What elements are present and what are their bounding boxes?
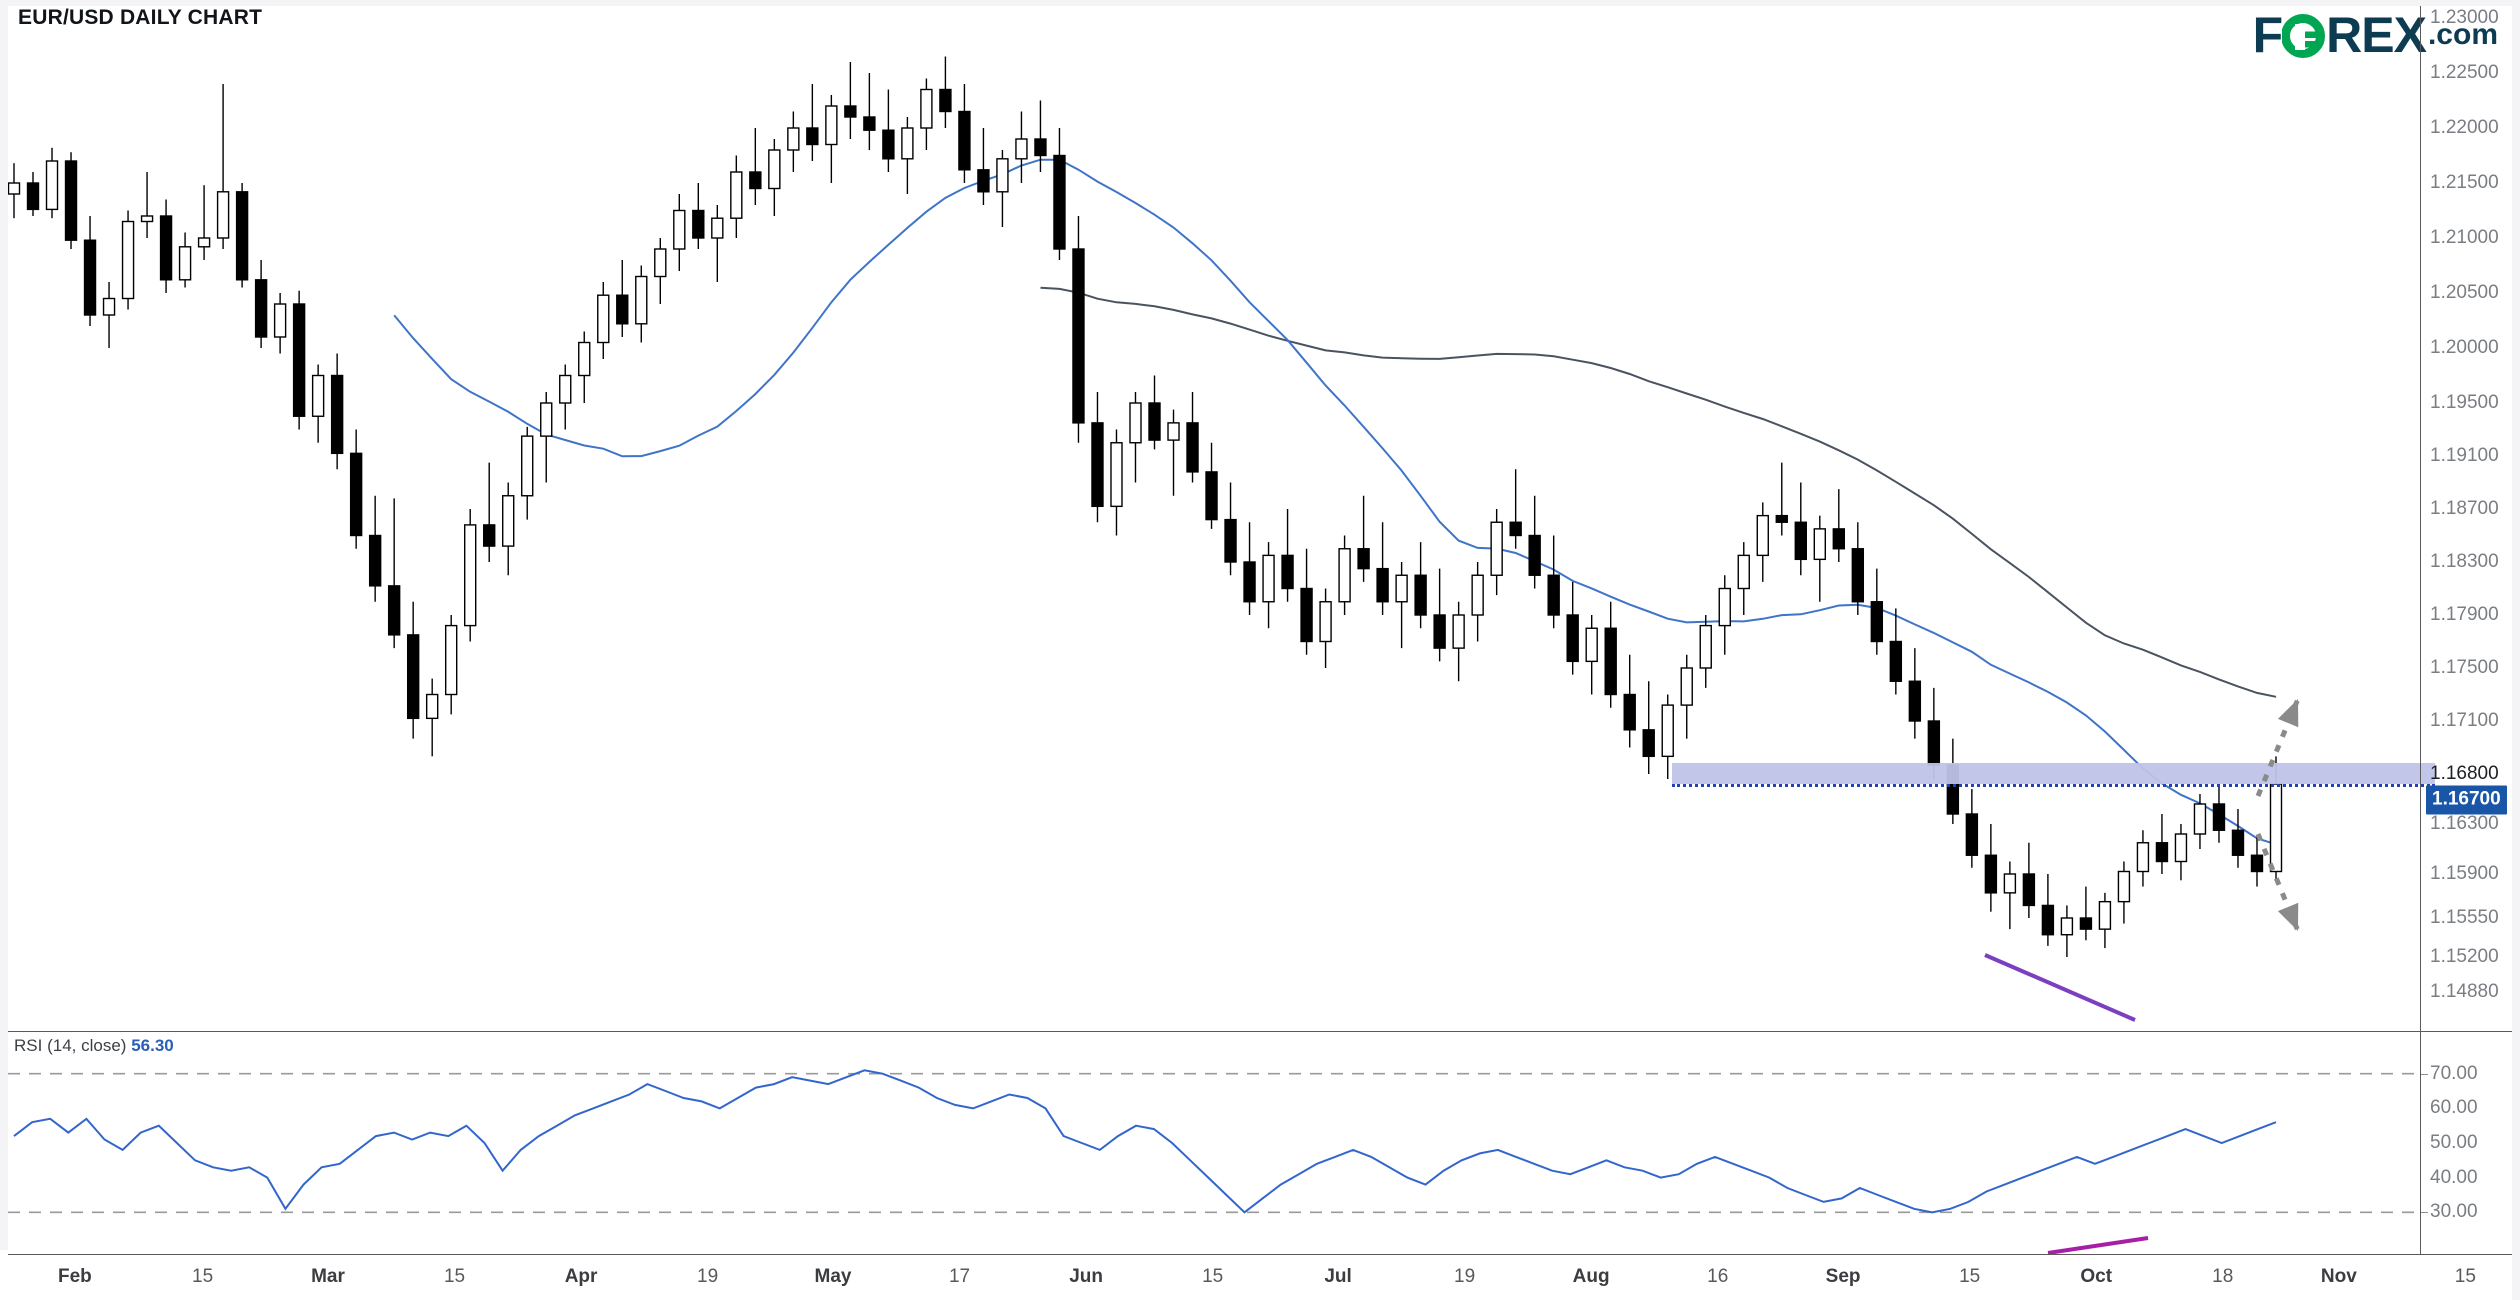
price-tick-label: 1.17500 <box>2430 657 2499 678</box>
date-tick-label: Apr <box>564 1266 598 1287</box>
price-tick-label: 1.22500 <box>2430 62 2499 83</box>
date-axis[interactable]: Feb 15 Mar 15 Apr 19 May 17 Jun 15 Jul 19 Aug 16 Sep 15… <box>8 1254 2512 1300</box>
date-tick-label: 15 <box>443 1266 466 1287</box>
panel-divider-2 <box>8 1254 2512 1255</box>
rsi-current-value: 56.30 <box>131 1036 174 1055</box>
logo-dotcom: .com <box>2427 18 2498 51</box>
frame-top-border <box>0 0 2520 6</box>
date-tick-label: May <box>814 1266 852 1287</box>
price-tick-label: 1.18700 <box>2430 498 2499 519</box>
rsi-indicator-params: (14, close) <box>47 1036 127 1055</box>
price-tick-label: 1.15200 <box>2430 946 2499 967</box>
rsi-tick-label: 30.00 <box>2430 1201 2478 1223</box>
date-tick-label: Jul <box>1324 1266 1352 1287</box>
date-tick-label: 17 <box>948 1266 971 1287</box>
rsi-tick-label: 50.00 <box>2430 1132 2478 1153</box>
date-tick-label: Oct <box>2080 1266 2113 1287</box>
rsi-tick-mark <box>2420 1212 2428 1214</box>
date-tick-label: Nov <box>2320 1266 2357 1287</box>
price-axis[interactable]: 1.23000 1.22500 1.22000 1.21500 1.21000 1.205… <box>2420 6 2512 1254</box>
date-tick-label: Sep <box>1825 1266 1861 1287</box>
date-tick-label: 15 <box>1202 1266 1224 1287</box>
logo-letters-rex: REX <box>2326 7 2427 63</box>
rsi-chart-panel <box>8 1032 2420 1254</box>
date-tick-label: 15 <box>2454 1266 2476 1287</box>
date-tick-label: 18 <box>2212 1266 2234 1287</box>
date-tick-label: Jun <box>1069 1266 1103 1287</box>
price-tick-label: 1.19500 <box>2430 392 2499 413</box>
price-tick-label: 1.15550 <box>2430 907 2499 928</box>
date-tick-label: 16 <box>1707 1266 1729 1287</box>
price-tick-label: 1.17100 <box>2430 710 2499 731</box>
date-tick-label: Feb <box>57 1266 92 1287</box>
price-tick-label: 1.21500 <box>2430 172 2499 193</box>
rsi-tick-label: 60.00 <box>2430 1097 2478 1119</box>
rsi-tick-mark <box>2420 1073 2428 1075</box>
rsi-legend: RSI (14, close) 56.30 <box>14 1036 178 1056</box>
rsi-tick-label: 40.00 <box>2430 1166 2478 1188</box>
euro-symbol-icon <box>2282 10 2326 60</box>
rsi-indicator-name: RSI <box>14 1036 43 1055</box>
rsi-tick-label: 70.00 <box>2430 1062 2478 1084</box>
price-chart-panel <box>8 6 2420 1030</box>
panel-divider-1 <box>8 1031 2512 1032</box>
date-tick-label: Mar <box>311 1266 345 1287</box>
date-tick-label: Aug <box>1572 1266 1610 1287</box>
resistance-zone-line <box>1672 784 2435 787</box>
chart-title: EUR/USD DAILY CHART <box>18 6 263 29</box>
forex-com-logo: F REX .com <box>2253 8 2498 62</box>
rsi-plot <box>8 1069 2420 1254</box>
price-tick-label: 1.15900 <box>2430 863 2499 884</box>
price-tick-label: 1.23000 <box>2430 7 2499 28</box>
price-tick-label: 1.18300 <box>2430 551 2499 572</box>
price-tick-label: 1.20000 <box>2430 337 2499 358</box>
price-plot <box>8 56 2283 1022</box>
price-tick-label: 1.19100 <box>2430 445 2499 466</box>
price-tick-label: 1.17900 <box>2430 604 2499 625</box>
frame-left-border <box>0 0 8 1250</box>
price-tick-label: 1.20500 <box>2430 282 2499 303</box>
price-tick-label: 1.22000 <box>2430 117 2499 138</box>
resistance-zone-band <box>1672 763 2435 784</box>
date-tick-label: 15 <box>1959 1266 1981 1287</box>
logo-letter-f: F <box>2252 7 2284 63</box>
price-tick-label: 1.14880 <box>2430 981 2499 1002</box>
price-tick-label: 1.16300 <box>2430 813 2499 834</box>
frame-right-border <box>2512 0 2520 1300</box>
axis-vertical-line <box>2420 6 2421 1254</box>
price-tick-label: 1.16800 <box>2430 763 2499 784</box>
date-tick-label: 19 <box>697 1266 719 1287</box>
date-tick-label: 15 <box>192 1266 214 1287</box>
date-tick-label: 19 <box>1454 1266 1476 1287</box>
current-price-label: 1.16700 <box>2426 785 2507 815</box>
price-tick-label: 1.21000 <box>2430 227 2499 248</box>
projection-arrows <box>2255 698 2301 932</box>
